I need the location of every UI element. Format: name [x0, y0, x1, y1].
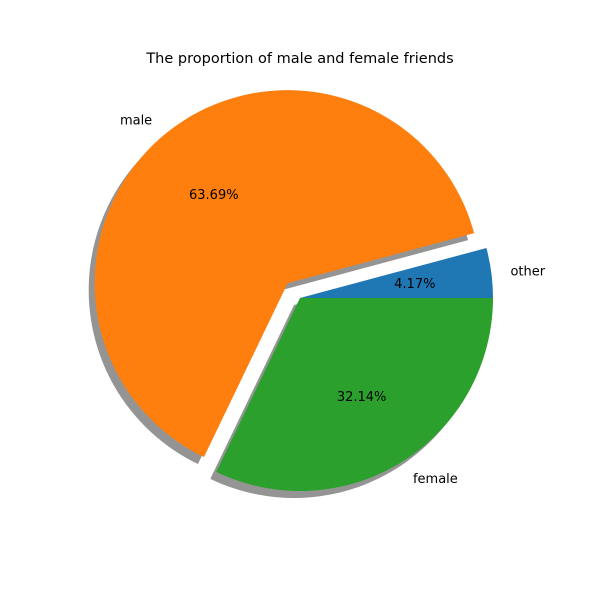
- slice-label-female: female: [413, 472, 458, 487]
- chart-title: The proportion of male and female friend…: [145, 51, 453, 67]
- slice-percent-other: 4.17%: [394, 277, 435, 292]
- slice-label-other: other: [510, 264, 545, 279]
- slice-other: [300, 248, 493, 298]
- slice-label-male: male: [120, 114, 152, 129]
- slice-female: [216, 298, 494, 491]
- pie-slices: [94, 90, 494, 491]
- slice-percent-male: 63.69%: [189, 188, 239, 203]
- slice-percent-female: 32.14%: [337, 390, 387, 405]
- slice-male: [94, 90, 475, 458]
- slice-labels: other 4.17% male 63.69% female 32.14%: [120, 114, 546, 487]
